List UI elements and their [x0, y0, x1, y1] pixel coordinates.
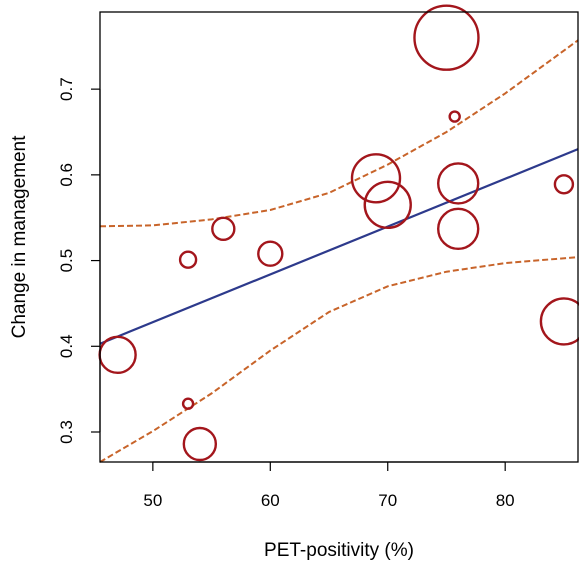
data-point: [98, 335, 137, 375]
data-point: [181, 397, 195, 410]
data-point: [182, 426, 218, 462]
data-point: [350, 153, 402, 204]
x-axis: 50 60 70 80: [143, 461, 515, 510]
y-axis: 0.3 0.4 0.5 0.6 0.7: [57, 77, 101, 444]
data-point: [257, 240, 284, 267]
x-tick-label: 80: [496, 491, 515, 510]
x-tick-label: 70: [378, 491, 397, 510]
y-tick-label: 0.6: [57, 163, 76, 187]
y-tick-label: 0.5: [57, 249, 76, 273]
data-point: [437, 162, 480, 205]
data-point: [539, 297, 579, 346]
data-point: [437, 207, 480, 251]
x-tick-label: 60: [261, 491, 280, 510]
confidence-bands: [99, 39, 579, 463]
y-axis-title: Change in management: [9, 135, 30, 339]
ci-upper-line: [99, 39, 579, 228]
y-tick-label: 0.4: [57, 334, 76, 358]
x-tick-label: 50: [143, 491, 162, 510]
data-point: [211, 216, 236, 242]
plot-frame: [99, 11, 579, 463]
data-point: [363, 180, 412, 230]
regression-line: [99, 148, 579, 345]
x-axis-title: PET-positivity (%): [264, 540, 414, 561]
data-point: [178, 250, 198, 269]
data-point: [448, 110, 461, 123]
data-point: [553, 174, 575, 195]
data-point: [413, 4, 480, 71]
ci-lower-line: [99, 256, 579, 463]
y-tick-label: 0.3: [57, 420, 76, 444]
data-points: [98, 4, 579, 462]
y-tick-label: 0.7: [57, 77, 76, 101]
regression-line-group: [99, 148, 579, 345]
